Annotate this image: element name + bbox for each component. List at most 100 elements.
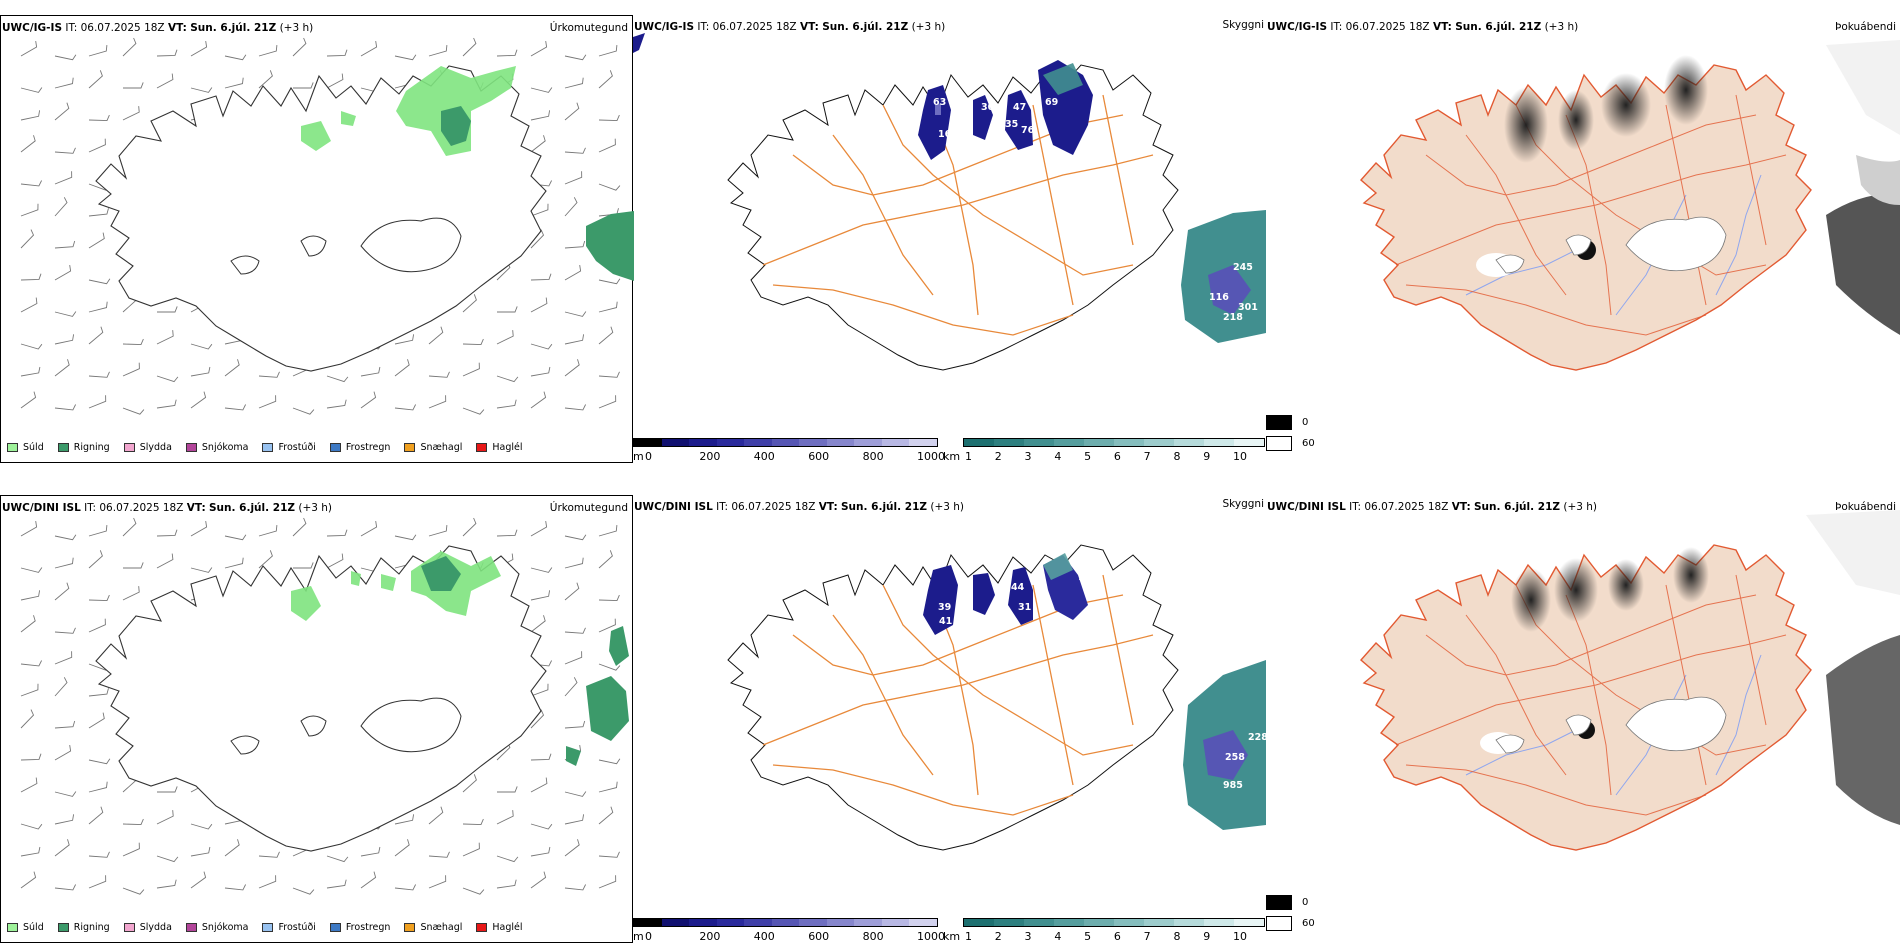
wind-barb: [394, 334, 415, 345]
wind-barb: [20, 41, 38, 57]
wind-barb: [122, 407, 145, 415]
wind-barb: [54, 334, 75, 345]
wind-barb: [496, 529, 518, 537]
scale-tick: 800: [862, 930, 884, 943]
wind-barb: [258, 70, 273, 89]
visibility-scale-step: [799, 439, 827, 446]
legend-swatch: [7, 443, 18, 452]
road: [1735, 574, 1767, 726]
wind-barb: [564, 240, 586, 249]
wind-barb: [564, 102, 580, 121]
wind-barb: [88, 114, 110, 122]
wind-barb: [530, 590, 551, 601]
legend-label: Snjókoma: [201, 442, 249, 453]
wind-barb: [530, 229, 545, 249]
fog-panel-top: UWC/IG-IS IT: 06.07.2025 18Z VT: Sun. 6.…: [1266, 15, 1900, 463]
wind-barb: [326, 375, 349, 383]
wind-barb: [54, 814, 75, 825]
wind-barb: [564, 311, 587, 317]
wind-barb: [156, 553, 174, 569]
wind-barb: [598, 395, 617, 409]
wind-barb: [123, 562, 144, 569]
fog-legend-item: 0: [1266, 895, 1315, 910]
wind-barb: [598, 45, 618, 57]
wind-barb: [530, 203, 549, 217]
wind-barb: [598, 114, 620, 122]
road: [832, 614, 934, 776]
wind-barb: [190, 343, 213, 350]
scale-tick: 9: [1203, 930, 1211, 943]
cloud-base-label: 31: [1018, 602, 1031, 613]
wind-barb: [54, 627, 76, 634]
visibility-scale-step: [854, 439, 882, 446]
wind-barb: [88, 618, 106, 633]
wind-barb: [326, 399, 347, 409]
wind-barb: [224, 839, 240, 857]
cloud-base-label: 76: [1021, 125, 1035, 136]
cloud-scale-step: [994, 919, 1024, 926]
wind-barb: [360, 366, 381, 377]
cloud-scale-step: [1234, 439, 1264, 446]
wind-barb: [292, 517, 307, 537]
glacier-outline: [1565, 234, 1592, 256]
road: [1465, 614, 1567, 776]
scale-tick: 1000: [917, 450, 945, 463]
wind-barb: [258, 45, 278, 57]
wind-barb: [20, 753, 42, 761]
wind-barb: [530, 567, 553, 573]
visibility-scale-step: [854, 919, 882, 926]
road: [762, 634, 1154, 746]
panel-title: UWC/DINI ISL IT: 06.07.2025 18Z VT: Sun.…: [1267, 501, 1598, 513]
wind-barb: [190, 823, 213, 830]
wind-barb: [564, 884, 587, 891]
legend-swatch: [476, 923, 488, 932]
road: [1465, 134, 1567, 296]
glacier-outline: [1495, 254, 1525, 274]
road: [932, 114, 979, 316]
road: [882, 104, 1134, 276]
legend-item: Frostregn: [329, 922, 390, 933]
scale-tick: 800: [862, 450, 884, 463]
legend-item: Snæhagl: [404, 922, 462, 933]
fog-legend-swatch: [1266, 916, 1292, 931]
wind-barb: [190, 871, 207, 889]
wind-barb: [20, 871, 37, 889]
scale-tick: 3: [1024, 450, 1032, 463]
scale-tick: 6: [1113, 450, 1121, 463]
road: [1395, 154, 1787, 266]
fog-cells: [918, 60, 1266, 343]
wind-barb: [258, 851, 280, 858]
wind-barb: [564, 839, 580, 857]
wind-barb: [224, 404, 247, 411]
wind-barb: [54, 240, 76, 249]
wind-barb: [462, 818, 484, 826]
road: [772, 764, 1074, 816]
cloud-scale-step: [1204, 919, 1234, 926]
precip-panel-top: UWC/IG-IS IT: 06.07.2025 18Z VT: Sun. 6.…: [0, 15, 634, 463]
panel-type-label: Þokuábendi: [1835, 501, 1896, 513]
wind-barb: [496, 330, 514, 345]
wind-barb: [530, 846, 551, 857]
wind-barb: [20, 343, 43, 350]
wind-barb: [190, 521, 208, 537]
wind-barb: [530, 521, 548, 537]
wind-barb: [428, 851, 450, 858]
wind-barb: [88, 395, 107, 409]
road: [772, 284, 1074, 336]
scale-tick: 7: [1143, 930, 1151, 943]
legend-label: Súld: [23, 922, 44, 933]
wind-barb: [326, 73, 344, 89]
wind-barb: [496, 49, 518, 57]
wind-barb: [530, 871, 547, 889]
wind-barb: [496, 855, 519, 863]
rain-areas: [441, 106, 634, 281]
wind-barb: [530, 343, 553, 350]
wind-barb: [156, 879, 177, 889]
legend-label: Slydda: [139, 442, 172, 453]
wind-barb: [530, 683, 549, 697]
wind-barb: [54, 791, 77, 797]
wind-barb: [88, 371, 110, 378]
wind-barb: [598, 758, 621, 765]
cloud-scale-step: [964, 439, 994, 446]
